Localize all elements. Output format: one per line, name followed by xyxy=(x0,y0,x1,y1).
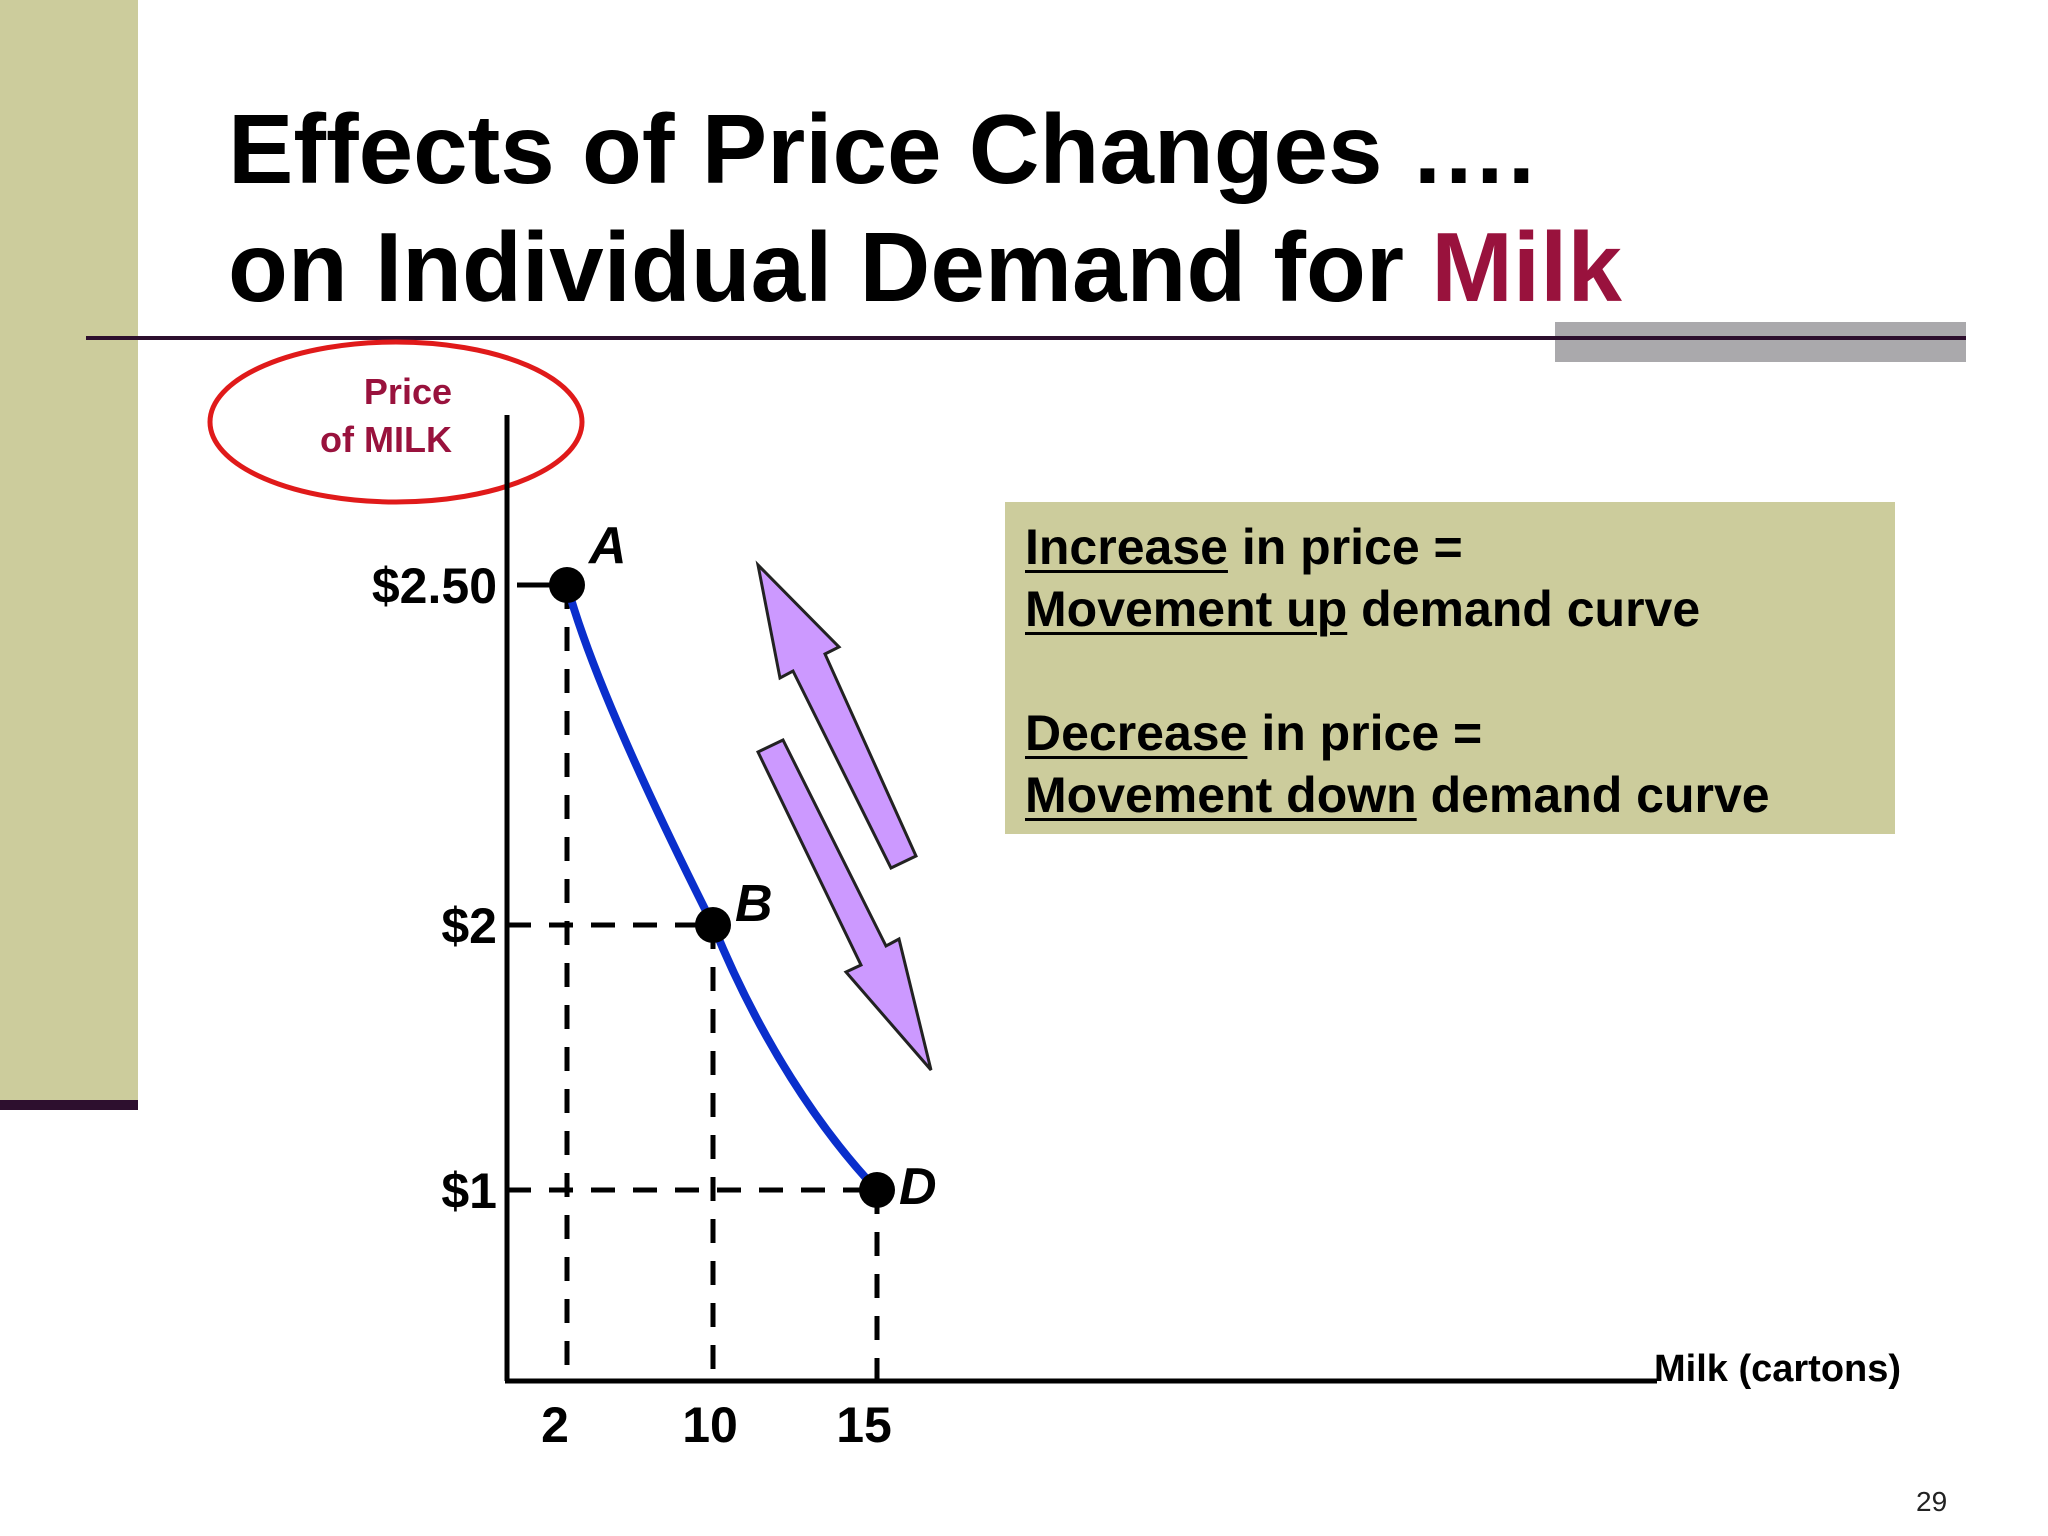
point-b xyxy=(695,907,731,943)
movement-up-word: Movement up xyxy=(1025,581,1348,637)
left-accent-bar xyxy=(0,0,138,1100)
arrow-up xyxy=(755,560,918,870)
info-line-movement-down: Movement down demand curve xyxy=(1025,764,1895,826)
arrow-down xyxy=(755,738,933,1071)
title-line-2-prefix: on Individual Demand for xyxy=(228,212,1405,322)
guide-lines xyxy=(507,582,880,1381)
y-tick-label: $2.50 xyxy=(372,558,497,614)
ylabel-line-1: Price xyxy=(364,371,452,412)
point-a xyxy=(549,567,585,603)
movement-up-rest: demand curve xyxy=(1347,581,1701,637)
info-box: Increase in price = Movement up demand c… xyxy=(1005,502,1895,834)
point-d xyxy=(859,1172,895,1208)
x-tick-labels: 2 10 15 xyxy=(541,1397,892,1453)
movement-down-word: Movement down xyxy=(1025,767,1417,823)
info-line-increase: Increase in price = xyxy=(1025,516,1895,578)
movement-down-rest: demand curve xyxy=(1416,767,1770,823)
point-label-d: D xyxy=(899,1158,937,1216)
increase-rest: in price = xyxy=(1227,519,1463,575)
decrease-word: Decrease xyxy=(1025,705,1248,761)
point-label-a: A xyxy=(587,517,627,575)
left-accent-bar-base xyxy=(0,1100,138,1110)
data-points: A B D xyxy=(549,517,937,1216)
info-line-movement-up: Movement up demand curve xyxy=(1025,578,1895,640)
increase-word: Increase xyxy=(1025,519,1228,575)
title-rule xyxy=(86,336,1966,340)
title-rule-box-line xyxy=(1555,336,1966,340)
page-number: 29 xyxy=(1916,1486,1948,1517)
x-tick-label: 15 xyxy=(836,1397,892,1453)
y-tick-label: $1 xyxy=(441,1163,497,1219)
ylabel-highlight-circle xyxy=(207,339,585,505)
slide-title: Effects of Price Changes …. on Individua… xyxy=(228,90,1622,326)
x-tick-label: 10 xyxy=(682,1397,738,1453)
y-tick-labels: $2.50 $2 $1 xyxy=(372,558,497,1219)
title-line-1: Effects of Price Changes …. xyxy=(228,94,1536,204)
title-accent-word: Milk xyxy=(1431,212,1622,322)
point-label-b: B xyxy=(735,875,773,933)
x-axis-title: Milk (cartons) xyxy=(1654,1348,1901,1390)
x-tick-label: 2 xyxy=(541,1397,569,1453)
info-line-decrease: Decrease in price = xyxy=(1025,702,1895,764)
decrease-rest: in price = xyxy=(1247,705,1483,761)
title-rule-box xyxy=(1555,322,1966,362)
y-tick-label: $2 xyxy=(441,898,497,954)
ylabel-line-2: of MILK xyxy=(320,419,452,460)
